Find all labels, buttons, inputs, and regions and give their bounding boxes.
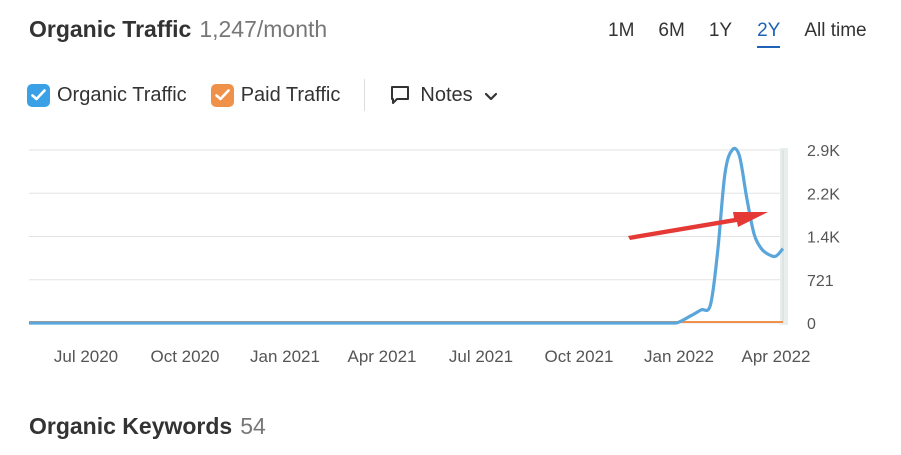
y-tick-label: 2.2K xyxy=(807,186,840,203)
paid-traffic-toggle[interactable]: Paid Traffic xyxy=(210,83,341,107)
range-1m[interactable]: 1M xyxy=(608,20,635,41)
y-tick-label: 2.9K xyxy=(807,143,840,160)
range-2y[interactable]: 2Y xyxy=(757,20,781,48)
x-axis-labels: Jul 2020 Oct 2020 Jan 2021 Apr 2021 Jul 2021… xyxy=(54,347,811,366)
range-1y[interactable]: 1Y xyxy=(708,20,733,41)
traffic-value: 1,247/month xyxy=(199,16,328,42)
checkmark-organic xyxy=(31,89,46,101)
organic-traffic-label: Organic Traffic xyxy=(57,83,187,106)
x-tick-label: Jul 2020 xyxy=(54,347,118,366)
chevron-down-icon xyxy=(484,92,497,100)
y-tick-label: 1.4K xyxy=(807,230,840,247)
x-tick-label: Oct 2020 xyxy=(151,347,220,366)
chart-grid xyxy=(29,148,788,325)
range-selector: 1M 6M 1Y 2Y All time xyxy=(608,20,867,48)
checkmark-paid xyxy=(214,89,230,101)
notes-label: Notes xyxy=(420,83,473,106)
paid-traffic-label: Paid Traffic xyxy=(240,83,341,106)
x-tick-label: Apr 2022 xyxy=(742,347,811,366)
chart-legend: Organic Traffic Paid Traffic Notes xyxy=(27,79,498,111)
x-tick-label: Jul 2021 xyxy=(449,347,513,366)
keywords-header: Organic Keywords 54 xyxy=(29,413,266,440)
annotation-arrow xyxy=(628,212,768,240)
chart-series xyxy=(28,146,785,325)
traffic-chart: 2.9K 2.2K 1.4K 721 0 Jul 2020 Oct 2020 Jan 202… xyxy=(28,143,840,366)
range-6m[interactable]: 6M xyxy=(658,20,685,41)
legend-divider xyxy=(364,79,366,111)
comment-icon xyxy=(391,86,410,104)
keywords-title: Organic Keywords xyxy=(29,413,233,439)
chart-annotation xyxy=(628,212,768,240)
y-tick-label: 0 xyxy=(807,316,816,333)
traffic-header: Organic Traffic 1,247/month xyxy=(29,16,327,43)
notes-dropdown[interactable]: Notes xyxy=(389,84,497,107)
check-icon[interactable] xyxy=(210,83,234,107)
organic-traffic-line xyxy=(29,146,785,325)
scroll-handle[interactable] xyxy=(780,148,788,325)
x-tick-label: Apr 2021 xyxy=(348,347,417,366)
x-tick-label: Jan 2022 xyxy=(644,347,714,366)
x-tick-label: Jan 2021 xyxy=(250,347,320,366)
y-axis-labels: 2.9K 2.2K 1.4K 721 0 xyxy=(807,143,840,333)
check-icon[interactable] xyxy=(27,83,50,107)
range-all-time[interactable]: All time xyxy=(804,20,867,41)
y-tick-label: 721 xyxy=(807,273,834,290)
keywords-count: 54 xyxy=(240,413,266,439)
page-title: Organic Traffic xyxy=(29,16,192,42)
organic-traffic-toggle[interactable]: Organic Traffic xyxy=(27,83,187,107)
x-tick-label: Oct 2021 xyxy=(545,347,614,366)
